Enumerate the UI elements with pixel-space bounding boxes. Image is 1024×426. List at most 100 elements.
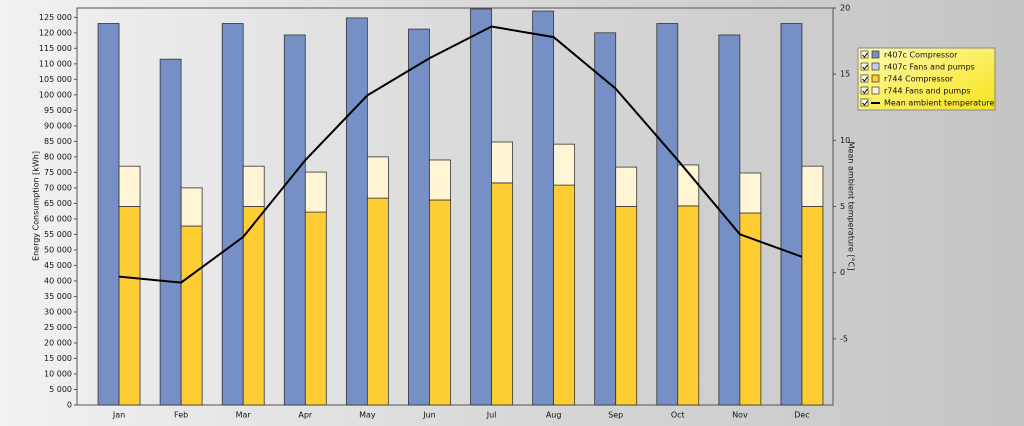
bar [345,17,368,406]
bar [801,206,824,406]
legend-checkbox [860,98,869,107]
x-tick-label: Mar [236,411,252,420]
y-tick-label: 95 000 [44,106,72,115]
y-tick-label: 40 000 [44,276,72,285]
legend-label: r744 Compressor [884,75,954,84]
legend-swatch [871,62,880,71]
bar [429,159,451,201]
x-tick-label: Nov [732,411,748,420]
y-tick-label: 115 000 [39,44,72,53]
legend-swatch [871,86,880,95]
y-tick-label: 10 000 [44,369,72,378]
x-tick-label: May [359,411,376,420]
y-tick-label: 25 000 [44,323,72,332]
y-tick-label: 35 000 [44,292,72,301]
y-tick-label: 125 000 [39,13,72,22]
bar [304,171,327,213]
temperature-line [118,25,803,284]
legend-checkbox [860,74,869,83]
y-tick-label: 30 000 [44,307,72,316]
y2-tick-label: -5 [840,334,848,343]
legend-checkbox [860,86,869,95]
y-tick-label: 65 000 [44,199,72,208]
bar [594,32,617,406]
bar [491,141,513,184]
legend-check [862,64,868,70]
y2-tick-label: 0 [840,268,845,277]
bar [656,23,679,406]
bar [615,206,638,406]
y-tick-label: 75 000 [44,168,72,177]
bar [283,34,306,406]
legend-check [862,52,868,58]
y-tick-label: 70 000 [44,183,72,192]
bar [159,58,182,406]
y2-tick-label: 20 [840,4,850,13]
x-tick-label: Feb [174,411,188,420]
y2-axis-title: Mean ambient temperature [°C] [847,142,856,271]
bar [491,182,513,406]
y-tick-label: 105 000 [39,75,72,84]
legend-check [862,76,868,82]
bar [780,23,803,406]
legend-label: r407c Fans and pumps [884,63,975,72]
y-tick-label: 110 000 [39,59,72,68]
legend-check [862,100,868,106]
bar [801,165,824,207]
bar [242,165,265,207]
bar [97,23,120,406]
bar [429,199,451,406]
y-tick-label: 45 000 [44,261,72,270]
y-tick-label: 120 000 [39,28,72,37]
bar [615,166,638,207]
y-tick-label: 15 000 [44,354,72,363]
y-tick-label: 80 000 [44,152,72,161]
x-tick-label: Apr [298,411,313,420]
bar [242,206,265,406]
bar [180,225,203,406]
bar [470,8,492,406]
y-tick-label: 60 000 [44,214,72,223]
legend-label: Mean ambient temperature [884,99,994,108]
bar [553,143,576,186]
x-tick-label: Sep [608,411,623,420]
legend-swatch [871,50,880,59]
legend-swatch [871,74,880,83]
x-tick-label: Jun [422,411,436,420]
y-tick-label: 5 000 [49,385,72,394]
y-tick-label: 50 000 [44,245,72,254]
legend [857,47,996,111]
bar [532,10,555,406]
bar [118,206,141,406]
legend-label: r744 Fans and pumps [884,87,970,96]
y2-tick-label: 15 [840,70,850,79]
bar [677,205,700,406]
y-tick-label: 85 000 [44,137,72,146]
legend-checkbox [860,62,869,71]
legend-label: r407c Compressor [884,51,958,60]
x-tick-label: Aug [546,411,562,420]
bar [366,197,389,406]
y-tick-label: 55 000 [44,230,72,239]
legend-check [862,88,868,94]
bar [553,184,576,406]
legend-checkbox [860,50,869,59]
bar [304,211,327,406]
y-tick-label: 0 [67,401,72,410]
x-tick-label: Jul [486,411,497,420]
x-tick-label: Jan [112,411,125,420]
bar [677,164,700,207]
bar [408,28,430,406]
bar [118,165,141,207]
bar [180,187,203,227]
y-tick-label: 90 000 [44,121,72,130]
y-axis-title: Energy Consumption [kWh] [32,151,41,261]
x-tick-label: Dec [794,411,809,420]
y2-tick-label: 10 [840,136,850,145]
y2-tick-label: 5 [840,202,845,211]
x-tick-label: Oct [671,411,685,420]
bar [739,172,762,214]
bar [718,34,741,406]
